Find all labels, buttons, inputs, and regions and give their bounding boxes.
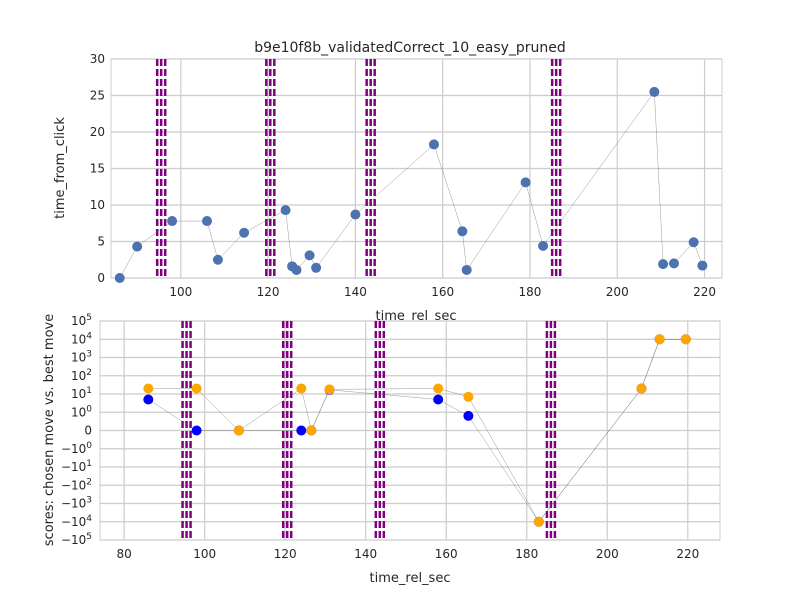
y-tick-labels-bottom: 105 104 103 102 101 100 0 −100 −101 −102 −103 −104 −… [61, 313, 92, 547]
data-point-top-2 [167, 216, 178, 227]
data-point-top-11 [350, 209, 361, 220]
y-tick-label-bottom-11: −104 [61, 514, 92, 529]
x-tick-label-bottom-1: 100 [193, 547, 216, 561]
x-tick-label-top-5: 200 [606, 285, 629, 299]
vertical-markers-bottom [181, 321, 557, 540]
data-point-top-21 [697, 260, 708, 271]
data-point-top-6 [280, 205, 291, 216]
x-tick-label-bottom-3: 140 [354, 547, 377, 561]
data-point-bottom-s1-9 [636, 383, 647, 394]
data-point-bottom-s1-4 [306, 425, 317, 436]
data-point-top-15 [520, 177, 531, 188]
x-tick-label-bottom-7: 220 [676, 547, 699, 561]
data-point-top-20 [688, 237, 699, 248]
x-tick-label-top-4: 180 [519, 285, 542, 299]
series-lines-bottom [148, 339, 686, 523]
data-point-bottom-s0-3 [296, 425, 307, 436]
y-tick-labels-top: 0 5 10 15 20 25 30 [90, 52, 105, 285]
data-point-bottom-s0-6 [433, 394, 444, 405]
data-point-bottom-s0-7 [463, 410, 474, 421]
x-tick-labels-top: 100 120 140 160 180 200 220 [169, 285, 716, 299]
data-point-top-4 [212, 254, 223, 265]
x-tick-label-bottom-6: 200 [596, 547, 619, 561]
data-point-top-19 [668, 258, 679, 269]
series-line-top [119, 91, 703, 279]
data-point-top-1 [132, 241, 143, 252]
x-tick-label-bottom-4: 160 [435, 547, 458, 561]
chart-title: b9e10f8b_validatedCorrect_10_easy_pruned [254, 40, 566, 56]
data-point-top-12 [428, 139, 439, 150]
data-point-bottom-s1-3 [296, 383, 307, 394]
x-tick-label-top-1: 120 [257, 285, 280, 299]
y-tick-label-bottom-9: −102 [61, 477, 92, 492]
y-tick-label-bottom-7: −100 [61, 441, 92, 456]
data-point-top-16 [538, 240, 549, 251]
data-point-bottom-s1-1 [191, 383, 202, 394]
data-point-top-0 [114, 273, 125, 283]
series-points-top [114, 86, 708, 283]
series-line-top [119, 91, 703, 279]
vertical-markers-top [155, 59, 562, 278]
data-point-bottom-s0-1 [191, 425, 202, 436]
data-point-bottom-s1-8 [533, 516, 544, 527]
y-tick-label-top-0: 0 [97, 271, 105, 285]
x-tick-label-bottom-0: 80 [117, 547, 132, 561]
data-point-bottom-s1-7 [463, 391, 474, 402]
series-line-bottom-1 [148, 339, 686, 523]
data-point-bottom-s0-0 [143, 394, 154, 405]
data-point-top-8 [291, 264, 302, 275]
y-tick-label-top-1: 5 [97, 235, 105, 249]
data-point-bottom-s1-10 [654, 334, 665, 345]
x-axis-label-top: time_rel_sec [376, 309, 457, 324]
chart-top: b9e10f8b_validatedCorrect_10_easy_pruned… [53, 40, 723, 324]
y-tick-label-bottom-5: 100 [71, 404, 92, 419]
y-tick-label-bottom-0: 105 [71, 313, 92, 328]
y-tick-label-bottom-2: 103 [71, 350, 92, 365]
y-tick-label-bottom-3: 102 [71, 368, 92, 383]
data-point-bottom-s1-0 [143, 383, 154, 394]
x-tick-label-bottom-5: 180 [515, 547, 538, 561]
y-axis-label-top: time_from_click [53, 117, 68, 219]
data-point-bottom-s1-6 [433, 383, 444, 394]
x-tick-label-top-2: 140 [344, 285, 367, 299]
data-point-bottom-s1-2 [233, 425, 244, 436]
data-point-top-18 [658, 259, 669, 270]
series-points-bottom [143, 334, 691, 527]
data-point-top-13 [457, 226, 468, 237]
x-tick-label-bottom-2: 120 [274, 547, 297, 561]
y-tick-label-bottom-6: 0 [84, 424, 92, 438]
x-tick-labels-bottom: 80 100 120 140 160 180 200 220 [117, 547, 700, 561]
x-tick-label-top-6: 220 [693, 285, 716, 299]
data-point-top-17 [649, 86, 660, 97]
data-point-top-9 [304, 250, 315, 261]
data-point-top-5 [239, 227, 250, 238]
y-tick-label-bottom-8: −101 [61, 459, 92, 474]
data-point-top-3 [202, 216, 213, 227]
data-point-top-14 [461, 264, 472, 275]
y-tick-label-top-3: 15 [90, 162, 105, 176]
y-tick-label-bottom-1: 104 [71, 331, 92, 346]
y-tick-label-bottom-12: −105 [61, 532, 92, 547]
y-tick-label-bottom-4: 101 [71, 386, 92, 401]
x-axis-label-bottom: time_rel_sec [370, 571, 451, 586]
y-axis-label-bottom: scores: chosen move vs. best move [42, 314, 57, 546]
data-point-bottom-s1-5 [324, 384, 335, 395]
chart-bottom: 80 100 120 140 160 180 200 220 1051041031021011… [42, 313, 721, 586]
x-tick-label-top-0: 100 [169, 285, 192, 299]
y-tick-label-top-5: 25 [90, 89, 105, 103]
y-tick-label-top-6: 30 [90, 52, 105, 66]
data-point-bottom-s1-11 [680, 334, 691, 345]
x-tick-label-top-3: 160 [431, 285, 454, 299]
y-tick-label-top-4: 20 [90, 125, 105, 139]
y-tick-label-bottom-10: −103 [61, 496, 92, 511]
y-tick-label-top-2: 10 [90, 198, 105, 212]
data-point-top-10 [311, 262, 322, 273]
